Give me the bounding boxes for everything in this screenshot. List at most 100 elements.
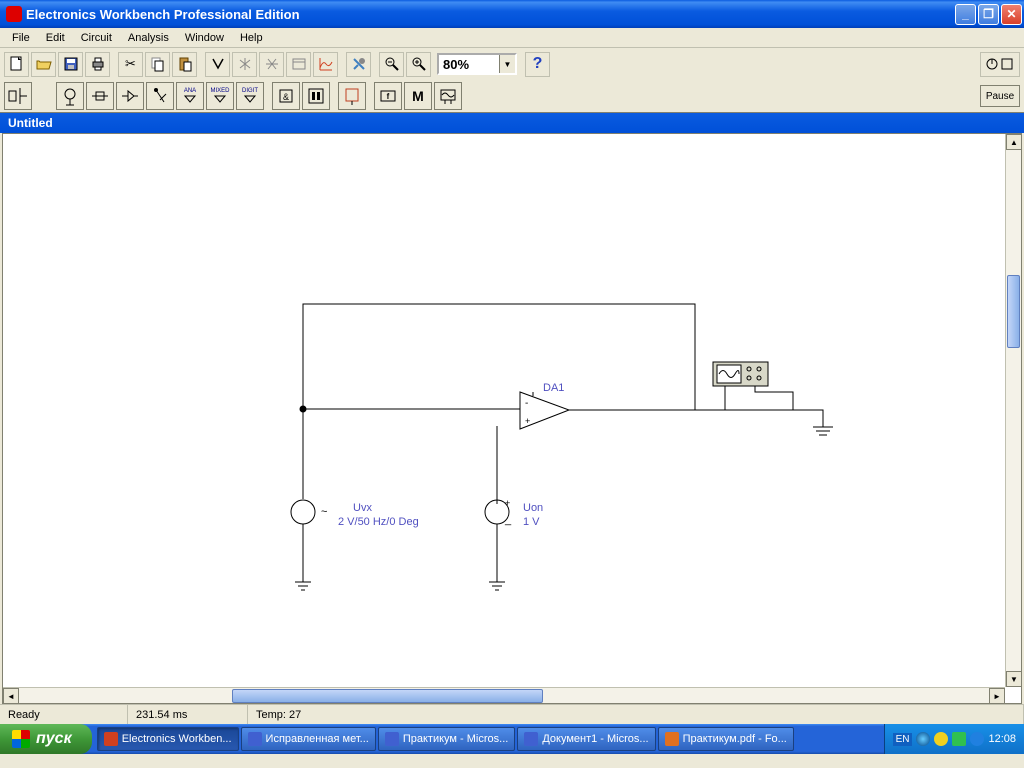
scroll-right-icon[interactable]: ► — [989, 688, 1005, 704]
statusbar: Ready 231.54 ms Temp: 27 — [0, 704, 1024, 724]
scroll-left-icon[interactable]: ◄ — [3, 688, 19, 704]
mixed-ics-bin[interactable]: ANA — [176, 82, 204, 110]
transistors-bin[interactable] — [116, 82, 144, 110]
status-temp: Temp: 27 — [248, 705, 1024, 724]
taskbar-item-0[interactable]: Electronics Workben... — [97, 727, 239, 751]
dc-source-name: Uon — [523, 502, 543, 514]
svg-text:f: f — [387, 92, 390, 101]
window-title: Electronics Workbench Professional Editi… — [26, 7, 955, 22]
taskbar-item-2[interactable]: Практикум - Micros... — [378, 727, 515, 751]
menu-help[interactable]: Help — [232, 30, 271, 46]
subcircuit-button[interactable] — [286, 52, 311, 77]
indicators-bin[interactable]: & — [272, 82, 300, 110]
flip-v-button[interactable] — [259, 52, 284, 77]
taskbar-item-label: Исправленная мет... — [266, 733, 369, 745]
cut-button[interactable]: ✂ — [118, 52, 143, 77]
minimize-button[interactable]: _ — [955, 4, 976, 25]
open-button[interactable] — [31, 52, 56, 77]
system-tray: EN 12:08 — [884, 724, 1024, 754]
pause-button[interactable]: Pause — [980, 85, 1020, 107]
zoom-input[interactable] — [439, 57, 499, 72]
rotate-button[interactable] — [205, 52, 230, 77]
app-icon — [6, 6, 22, 22]
new-button[interactable] — [4, 52, 29, 77]
menu-edit[interactable]: Edit — [38, 30, 73, 46]
instruments-bin[interactable]: f — [374, 82, 402, 110]
activate-button[interactable] — [980, 52, 1020, 77]
save-button[interactable] — [58, 52, 83, 77]
document-title: Untitled — [8, 116, 53, 130]
svg-text:+: + — [525, 416, 530, 426]
tray-icon-3[interactable] — [952, 732, 966, 746]
taskbar-item-icon — [524, 732, 538, 746]
svg-text:+: + — [505, 498, 510, 508]
paste-button[interactable] — [172, 52, 197, 77]
svg-text:~: ~ — [321, 506, 327, 518]
menu-window[interactable]: Window — [177, 30, 232, 46]
multimeter-button[interactable]: M — [404, 82, 432, 110]
horizontal-scrollbar[interactable]: ◄ ► — [3, 687, 1005, 703]
taskbar-item-label: Документ1 - Micros... — [542, 733, 648, 745]
schematic-canvas[interactable]: ~ + _ - + — [3, 134, 1021, 689]
taskbar-item-1[interactable]: Исправленная мет... — [241, 727, 376, 751]
menu-file[interactable]: File — [4, 30, 38, 46]
properties-button[interactable] — [346, 52, 371, 77]
copy-button[interactable] — [145, 52, 170, 77]
vertical-scrollbar[interactable]: ▲ ▼ — [1005, 134, 1021, 687]
ac-source-params: 2 V/50 Hz/0 Deg — [338, 516, 419, 528]
menu-circuit[interactable]: Circuit — [73, 30, 120, 46]
print-button[interactable] — [85, 52, 110, 77]
zoom-out-button[interactable] — [379, 52, 404, 77]
analog-ics-bin[interactable] — [146, 82, 174, 110]
maximize-button[interactable]: ❐ — [978, 4, 999, 25]
circuit-svg: ~ + _ - + — [3, 134, 1003, 689]
opamp-name: DA1 — [543, 382, 564, 394]
taskbar-item-label: Electronics Workben... — [122, 733, 232, 745]
h-scroll-thumb[interactable] — [232, 689, 542, 703]
canvas-area: ~ + _ - + — [2, 133, 1022, 704]
tray-icon-1[interactable] — [916, 732, 930, 746]
flip-h-button[interactable] — [232, 52, 257, 77]
basic-bin[interactable] — [56, 82, 84, 110]
taskbar-item-4[interactable]: Практикум.pdf - Fo... — [658, 727, 794, 751]
taskbar-item-icon — [104, 732, 118, 746]
zoom-in-button[interactable] — [406, 52, 431, 77]
status-ready: Ready — [0, 705, 128, 724]
zoom-dropdown-icon[interactable]: ▼ — [499, 55, 515, 73]
logic-gates-bin[interactable]: DIGIT — [236, 82, 264, 110]
tray-icon-2[interactable] — [934, 732, 948, 746]
windows-flag-icon — [12, 730, 30, 748]
scroll-down-icon[interactable]: ▼ — [1006, 671, 1022, 687]
help-button[interactable]: ? — [525, 52, 550, 77]
scroll-up-icon[interactable]: ▲ — [1006, 134, 1022, 150]
svg-text:_: _ — [504, 514, 512, 526]
toolbar-area: ✂ ▼ ? ANA MIXED DIGIT & — [0, 48, 1024, 113]
digital-ics-bin[interactable]: MIXED — [206, 82, 234, 110]
zoom-combo[interactable]: ▼ — [437, 53, 517, 75]
ac-source-name: Uvx — [353, 502, 372, 514]
controls-bin[interactable] — [302, 82, 330, 110]
oscilloscope-button[interactable] — [434, 82, 462, 110]
menubar: File Edit Circuit Analysis Window Help — [0, 28, 1024, 48]
taskbar-item-icon — [385, 732, 399, 746]
svg-text:-: - — [525, 398, 528, 409]
taskbar-item-icon — [665, 732, 679, 746]
close-button[interactable]: ✕ — [1001, 4, 1022, 25]
misc-bin[interactable] — [338, 82, 366, 110]
graph-button[interactable] — [313, 52, 338, 77]
window-titlebar: Electronics Workbench Professional Editi… — [0, 0, 1024, 28]
svg-text:&: & — [283, 92, 289, 102]
clock[interactable]: 12:08 — [988, 733, 1016, 745]
dc-source-params: 1 V — [523, 516, 540, 528]
start-button[interactable]: пуск — [0, 724, 92, 754]
taskbar: пуск Electronics Workben... Исправленная … — [0, 724, 1024, 754]
taskbar-item-3[interactable]: Документ1 - Micros... — [517, 727, 655, 751]
diodes-bin[interactable] — [86, 82, 114, 110]
tray-icon-4[interactable] — [970, 732, 984, 746]
document-titlebar: Untitled — [0, 113, 1024, 133]
language-indicator[interactable]: EN — [893, 733, 913, 746]
v-scroll-thumb[interactable] — [1007, 275, 1020, 348]
start-label: пуск — [36, 730, 72, 748]
menu-analysis[interactable]: Analysis — [120, 30, 177, 46]
sources-bin[interactable] — [4, 82, 32, 110]
